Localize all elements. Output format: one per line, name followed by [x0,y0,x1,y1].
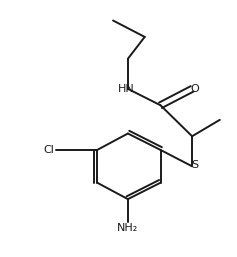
Text: HN: HN [118,84,134,94]
Text: S: S [191,160,199,170]
Text: NH₂: NH₂ [117,223,138,233]
Text: Cl: Cl [43,145,54,155]
Text: O: O [190,84,199,94]
